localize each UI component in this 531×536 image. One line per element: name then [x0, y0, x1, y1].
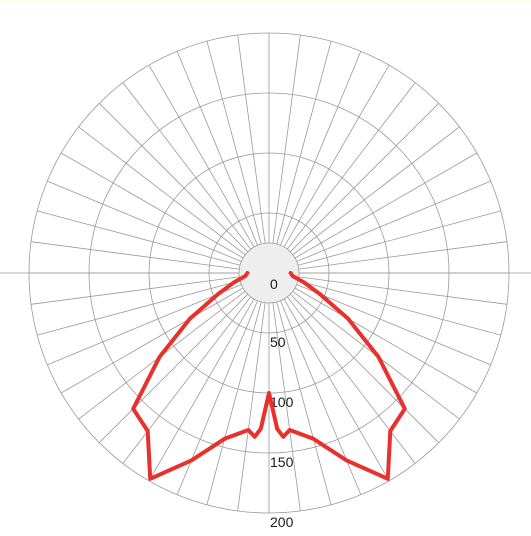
angle-gridline: [31, 241, 240, 270]
angle-gridline: [206, 41, 262, 245]
series-points: [133, 272, 405, 479]
angle-gridline: [60, 152, 244, 259]
angle-gridline: [294, 152, 478, 259]
angle-gridline: [296, 180, 491, 262]
angle-gridline: [276, 41, 332, 245]
angle-gridline: [47, 180, 242, 262]
angle-gridline: [294, 287, 478, 394]
angle-gridline: [37, 280, 241, 336]
angle-gridline: [296, 284, 491, 366]
radial-tick-label: 50: [270, 334, 286, 350]
angle-gridline: [289, 103, 439, 253]
angle-gridline: [298, 241, 507, 270]
angle-gridline: [148, 298, 255, 482]
angle-gridline: [99, 293, 249, 443]
angle-gridline: [99, 103, 249, 253]
angle-gridline: [286, 82, 416, 250]
angle-gridline: [31, 276, 240, 305]
angle-gridline: [298, 276, 507, 305]
angle-gridline: [148, 64, 255, 248]
angle-gridline: [122, 82, 252, 250]
angle-gridline: [60, 287, 244, 394]
radial-gridline: [88, 92, 450, 454]
radial-tick-labels: 0 50 100 150 200: [270, 276, 294, 530]
angle-gridline: [272, 302, 301, 511]
radial-gridline: [208, 212, 330, 334]
angle-gridline: [289, 293, 439, 443]
radial-tick-label: 200: [270, 514, 294, 530]
radial-tick-label: 0: [270, 276, 278, 292]
angle-gridline: [272, 35, 301, 244]
angle-gridline: [286, 296, 416, 464]
angle-gridline: [122, 296, 252, 464]
top-border: [0, 0, 531, 1]
angle-gridline: [283, 64, 390, 248]
angle-gridline: [176, 51, 258, 246]
angle-gridline: [297, 210, 501, 266]
angle-gridline: [276, 301, 332, 505]
angle-gridline: [237, 35, 266, 244]
angle-gridline: [237, 302, 266, 511]
angle-gridline: [206, 301, 262, 505]
angle-gridlines: [0, 33, 531, 513]
angle-gridline: [297, 280, 501, 336]
radial-tick-label: 100: [270, 394, 294, 410]
angle-gridline: [47, 284, 242, 366]
angle-gridline: [292, 126, 460, 256]
radial-tick-label: 150: [270, 454, 294, 470]
angle-gridline: [283, 298, 390, 482]
radial-gridline: [28, 32, 510, 514]
angle-gridline: [78, 126, 246, 256]
angle-gridline: [37, 210, 241, 266]
angle-gridline: [280, 51, 362, 246]
